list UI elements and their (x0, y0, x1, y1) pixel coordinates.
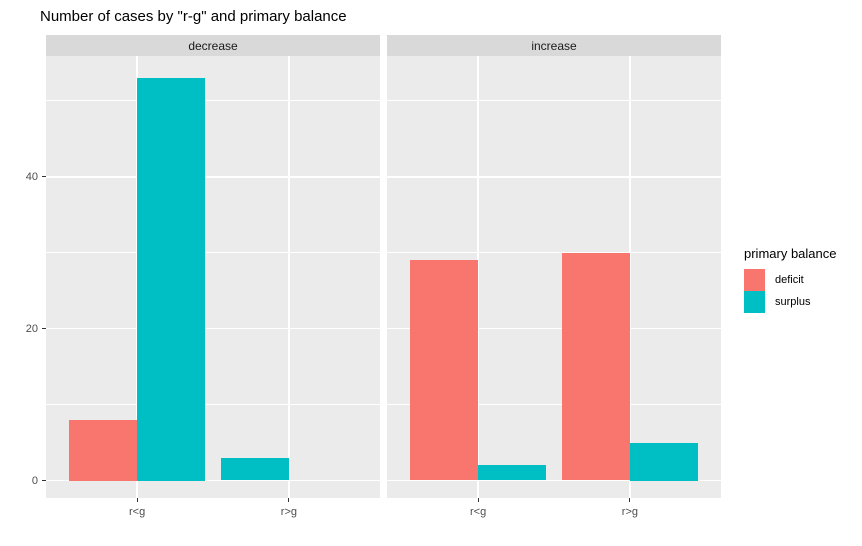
legend-entry-label: deficit (775, 274, 804, 286)
x-tick-mark (288, 498, 290, 502)
bar-increase-r<g-surplus (478, 465, 547, 481)
y-tick-label: 20 (25, 322, 38, 335)
gridline-major (387, 176, 721, 178)
bar-increase-r>g-deficit (561, 252, 630, 481)
gridline-major (46, 327, 380, 330)
gridline-major (46, 176, 380, 178)
y-tick-label: 40 (25, 170, 38, 183)
x-tick-mark (629, 498, 631, 502)
chart-title: Number of cases by "r-g" and primary bal… (40, 8, 347, 25)
legend-key-deficit-swatch (744, 269, 765, 291)
facet-strip: increase (387, 35, 721, 56)
gridline-major (387, 327, 721, 330)
legend-entries: deficit surplus (744, 269, 837, 313)
facet-strip: decrease (46, 35, 380, 56)
bar-decrease-r<g-deficit (68, 419, 138, 481)
x-tick-mark (477, 498, 479, 502)
legend-entry-label: surplus (775, 296, 811, 308)
gridline-minor (46, 252, 380, 254)
gridline-minor (387, 100, 721, 102)
legend: primary balance deficit surplus (744, 246, 837, 313)
gridline-x-major (136, 56, 138, 498)
gridline-minor (387, 404, 721, 405)
gridline-minor (387, 252, 721, 254)
x-tick-label: r>g (280, 506, 297, 518)
y-tick-label: 0 (31, 474, 38, 487)
gridline-minor (46, 404, 380, 405)
bar-increase-r>g-surplus (629, 442, 699, 481)
facet-strip-label: increase (531, 38, 577, 53)
x-tick-label: r>g (621, 506, 638, 518)
gridline-x-major (288, 56, 290, 498)
legend-key-surplus-swatch (744, 291, 765, 313)
gridline-minor (46, 100, 380, 102)
legend-title: primary balance (744, 246, 837, 261)
gridline-major (46, 479, 380, 482)
legend-entry: deficit (744, 269, 837, 291)
x-tick-label: r<g (128, 506, 146, 518)
y-tick-mark (42, 480, 46, 481)
gridline-x-major (629, 56, 631, 498)
x-tick-label: r<g (469, 506, 487, 518)
bar-decrease-r<g-surplus (137, 78, 206, 481)
facet-strip-label: decrease (188, 38, 238, 53)
facet-panel (46, 56, 380, 498)
facet-panel (387, 56, 721, 498)
bar-decrease-r>g-surplus (220, 457, 289, 481)
legend-entry: surplus (744, 291, 837, 313)
bar-increase-r<g-deficit (409, 260, 479, 481)
gridline-major (387, 479, 721, 482)
x-tick-mark (136, 498, 138, 502)
y-tick-mark (42, 176, 46, 178)
y-tick-mark (42, 328, 46, 330)
